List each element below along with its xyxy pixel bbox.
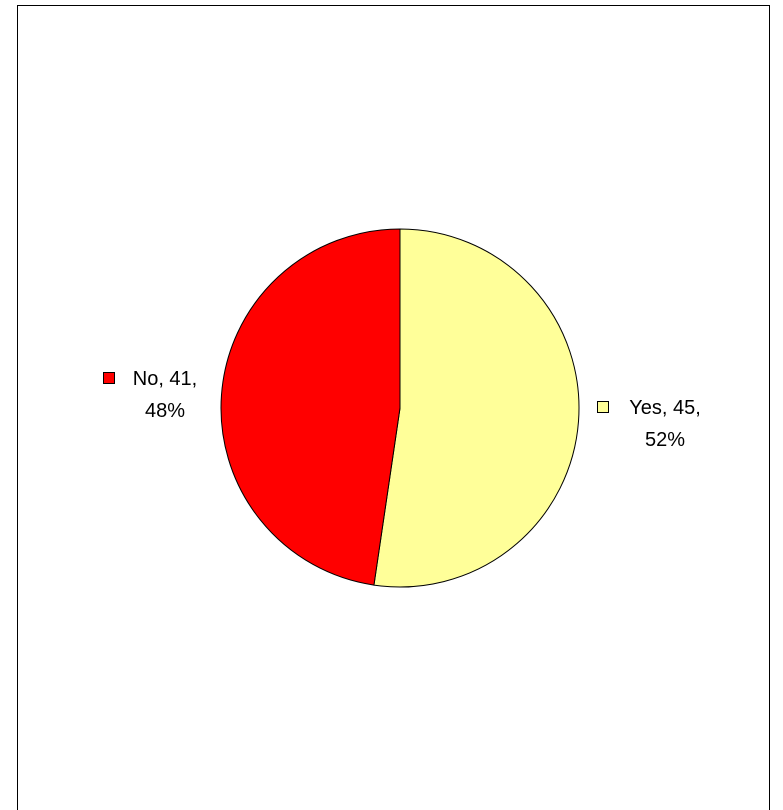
pie-slice xyxy=(373,228,580,588)
data-label: No, 41, 48% xyxy=(132,368,198,422)
label-key xyxy=(597,401,609,413)
data-label: Yes, 45, 52% xyxy=(629,397,701,451)
pie-slice xyxy=(220,228,401,586)
label-key xyxy=(103,372,115,384)
